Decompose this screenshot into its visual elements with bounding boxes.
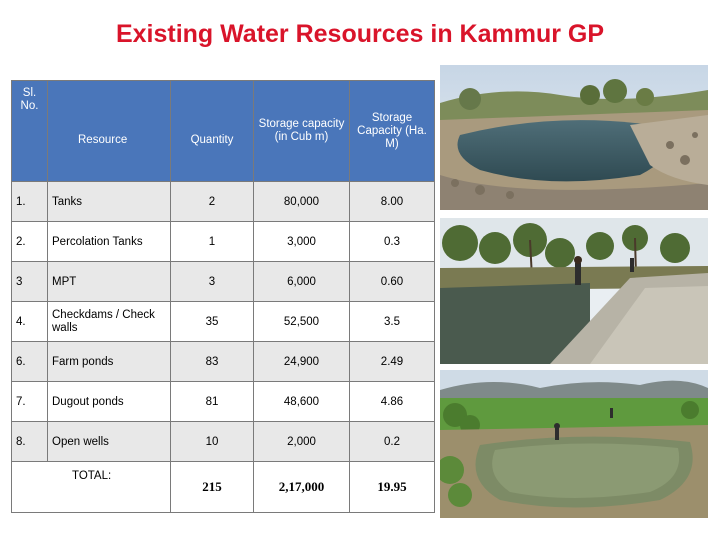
cell-quantity: 35 — [170, 301, 254, 342]
cell-quantity: 83 — [170, 341, 254, 382]
cell-resource: Dugout ponds — [47, 381, 171, 422]
cell-quantity: 10 — [170, 421, 254, 462]
farmpond-photo — [440, 370, 708, 518]
cell-storage-ha: 0.2 — [349, 421, 435, 462]
table-row: 2. Percolation Tanks 1 3,000 0.3 — [11, 221, 435, 262]
cell-storage-cub: 2,000 — [253, 421, 350, 462]
cell-storage-ha: 0.60 — [349, 261, 435, 302]
cell-storage-cub: 80,000 — [253, 181, 350, 222]
checkdam-photo — [440, 218, 708, 364]
cell-sl: 8. — [11, 421, 48, 462]
total-storage-ha: 19.95 — [349, 461, 435, 513]
cell-storage-cub: 52,500 — [253, 301, 350, 342]
cell-storage-cub: 24,900 — [253, 341, 350, 382]
table-row: 8. Open wells 10 2,000 0.2 — [11, 421, 435, 462]
cell-resource: Checkdams / Check walls — [47, 301, 171, 342]
cell-quantity: 1 — [170, 221, 254, 262]
cell-sl: 3 — [11, 261, 48, 302]
table-row: 1. Tanks 2 80,000 8.00 — [11, 181, 435, 222]
page-title: Existing Water Resources in Kammur GP — [115, 20, 605, 48]
tank-photo — [440, 65, 708, 210]
cell-resource: Open wells — [47, 421, 171, 462]
table-row: 3 MPT 3 6,000 0.60 — [11, 261, 435, 302]
cell-quantity: 3 — [170, 261, 254, 302]
header-storage-cub: Storage capacity (in Cub m) — [253, 80, 350, 182]
header-sl-no: Sl. No. — [11, 80, 48, 182]
table-row: 4. Checkdams / Check walls 35 52,500 3.5 — [11, 301, 435, 342]
cell-sl: 1. — [11, 181, 48, 222]
table-header-row: Sl. No. Resource Quantity Storage capaci… — [11, 80, 435, 182]
cell-storage-ha: 8.00 — [349, 181, 435, 222]
cell-sl: 6. — [11, 341, 48, 382]
cell-storage-cub: 3,000 — [253, 221, 350, 262]
total-label: TOTAL: — [11, 461, 171, 513]
cell-quantity: 81 — [170, 381, 254, 422]
header-storage-ha: Storage Capacity (Ha. M) — [349, 80, 435, 182]
cell-storage-cub: 48,600 — [253, 381, 350, 422]
cell-storage-cub: 6,000 — [253, 261, 350, 302]
table-row: 7. Dugout ponds 81 48,600 4.86 — [11, 381, 435, 422]
cell-storage-ha: 3.5 — [349, 301, 435, 342]
water-resources-table: Sl. No. Resource Quantity Storage capaci… — [11, 80, 435, 513]
cell-storage-ha: 0.3 — [349, 221, 435, 262]
total-storage-cub: 2,17,000 — [253, 461, 350, 513]
cell-quantity: 2 — [170, 181, 254, 222]
table-row: 6. Farm ponds 83 24,900 2.49 — [11, 341, 435, 382]
cell-sl: 7. — [11, 381, 48, 422]
cell-sl: 2. — [11, 221, 48, 262]
header-resource: Resource — [47, 80, 171, 182]
cell-resource: MPT — [47, 261, 171, 302]
total-row: TOTAL: 215 2,17,000 19.95 — [11, 461, 435, 513]
cell-storage-ha: 4.86 — [349, 381, 435, 422]
header-quantity: Quantity — [170, 80, 254, 182]
cell-resource: Percolation Tanks — [47, 221, 171, 262]
cell-sl: 4. — [11, 301, 48, 342]
total-quantity: 215 — [170, 461, 254, 513]
cell-resource: Tanks — [47, 181, 171, 222]
cell-storage-ha: 2.49 — [349, 341, 435, 382]
cell-resource: Farm ponds — [47, 341, 171, 382]
